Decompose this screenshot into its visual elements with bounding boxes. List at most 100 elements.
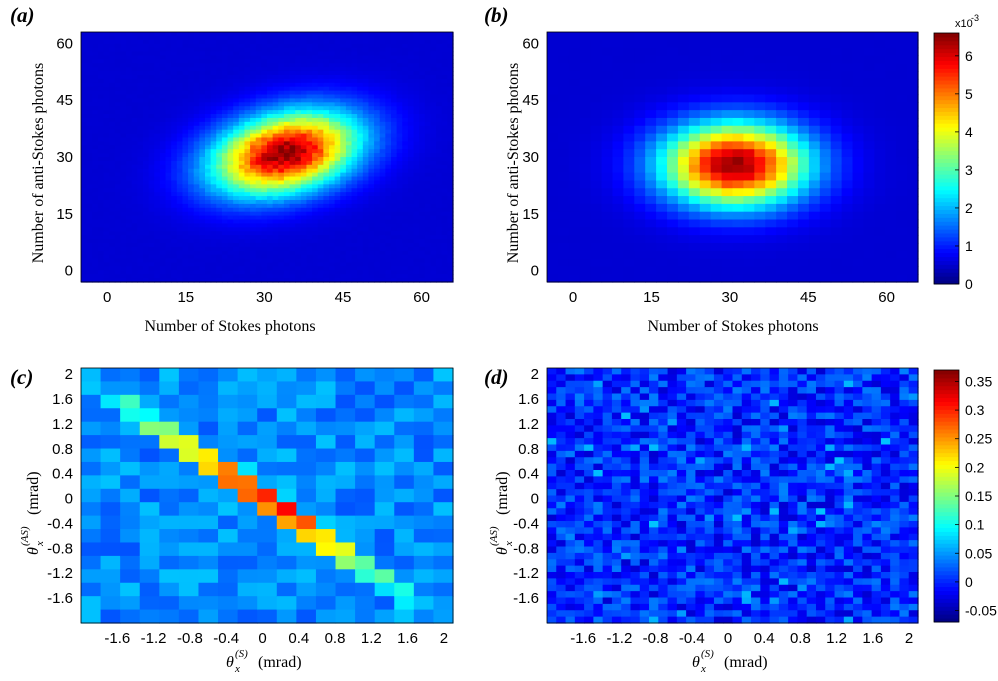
- heatmap-cell: [272, 102, 279, 107]
- heatmap-cell: [368, 90, 375, 96]
- heatmap-cell: [357, 90, 364, 96]
- heatmap-cell: [86, 125, 93, 131]
- heatmap-cell: [114, 278, 122, 283]
- heatmap-cell: [188, 188, 195, 193]
- heatmap-cell: [413, 172, 420, 178]
- heatmap-cell: [579, 55, 592, 64]
- heatmap-cell: [424, 160, 432, 166]
- heatmap-cell: [250, 239, 257, 244]
- heatmap-cell: [436, 153, 443, 158]
- heatmap-cell: [430, 129, 437, 135]
- heatmap-cell: [402, 227, 409, 232]
- heatmap-cell: [402, 274, 409, 279]
- heatmap-cell: [182, 262, 189, 267]
- heatmap-cell: [430, 184, 437, 189]
- heatmap-cell: [216, 250, 223, 256]
- heatmap-cell: [159, 47, 167, 53]
- heatmap-cell: [362, 199, 370, 205]
- heatmap-cell: [182, 215, 189, 221]
- heatmap-cell: [590, 235, 603, 244]
- heatmap-cell: [289, 215, 296, 221]
- heatmap-cell: [137, 55, 144, 60]
- heatmap-cell: [188, 215, 195, 221]
- heatmap-cell: [590, 250, 603, 260]
- heatmap-cell: [188, 67, 195, 72]
- heatmap-cell: [210, 274, 217, 279]
- heatmap-cell: [154, 188, 161, 193]
- heatmap-cell: [205, 278, 212, 283]
- heatmap-cell: [385, 235, 392, 240]
- heatmap-cell: [612, 219, 624, 228]
- heatmap-cell: [154, 63, 161, 68]
- heatmap-cell: [216, 71, 223, 76]
- heatmap-cell: [81, 117, 88, 123]
- heatmap-cell: [351, 242, 358, 248]
- heatmap-cell: [362, 215, 370, 221]
- heatmap-cell: [114, 59, 122, 64]
- heatmap-cell: [677, 188, 690, 197]
- heatmap-cell: [81, 160, 88, 166]
- heatmap-cell: [205, 203, 212, 209]
- heatmap-cell: [379, 164, 386, 170]
- heatmap-cell: [250, 86, 257, 92]
- heatmap-cell: [765, 78, 777, 88]
- heatmap-cell: [351, 266, 358, 271]
- heatmap-cell: [137, 239, 144, 244]
- heatmap-cell: [379, 121, 386, 127]
- heatmap-cell: [334, 274, 341, 279]
- heatmap-cell: [199, 102, 206, 107]
- heatmap-cell: [227, 153, 234, 158]
- heatmap-cell: [205, 110, 212, 115]
- heatmap-cell: [244, 223, 251, 228]
- heatmap-cell: [159, 235, 167, 240]
- heatmap-cell: [368, 78, 375, 84]
- heatmap-cell: [120, 35, 127, 41]
- heatmap-cell: [120, 106, 127, 111]
- heatmap-cell: [323, 43, 330, 49]
- heatmap-cell: [351, 164, 358, 170]
- heatmap-cell: [351, 67, 358, 72]
- heatmap-cell: [568, 149, 581, 158]
- heatmap-cell: [590, 63, 603, 72]
- heatmap-cell: [601, 102, 614, 111]
- heatmap-cell: [334, 71, 341, 76]
- heatmap-cell: [634, 164, 646, 174]
- heatmap-cell: [221, 250, 229, 256]
- heatmap-cell: [379, 114, 386, 119]
- heatmap-cell: [109, 196, 116, 201]
- heatmap-cell: [688, 266, 701, 275]
- heatmap-cell: [424, 117, 432, 123]
- heatmap-cell: [688, 55, 701, 64]
- heatmap-cell: [210, 47, 217, 53]
- heatmap-cell: [424, 125, 432, 131]
- heatmap-cell: [645, 117, 657, 127]
- heatmap-cell: [379, 67, 386, 72]
- heatmap-cell: [579, 157, 592, 166]
- heatmap-cell: [289, 43, 296, 49]
- heatmap-cell: [165, 278, 172, 283]
- heatmap-cell: [351, 35, 358, 41]
- heatmap-cell: [103, 110, 110, 115]
- heatmap-cell: [154, 59, 161, 64]
- heatmap-cell: [317, 176, 324, 182]
- heatmap-cell: [227, 121, 234, 127]
- heatmap-cell: [402, 188, 409, 193]
- heatmap-cell: [656, 102, 668, 111]
- heatmap-cell: [391, 207, 398, 213]
- heatmap-cell: [250, 235, 257, 240]
- heatmap-cell: [430, 117, 437, 123]
- heatmap-cell: [787, 141, 799, 150]
- heatmap-cell: [148, 246, 155, 252]
- heatmap-cell: [688, 203, 701, 213]
- heatmap-cell: [86, 39, 93, 45]
- heatmap-cell: [227, 98, 234, 103]
- heatmap-cell: [227, 176, 234, 182]
- heatmap-cell: [776, 164, 788, 174]
- heatmap-cell: [447, 215, 454, 221]
- heatmap-cell: [86, 278, 93, 283]
- heatmap-cell: [447, 184, 454, 189]
- heatmap-cell: [126, 145, 133, 150]
- heatmap-cell: [221, 278, 229, 283]
- heatmap-cell: [188, 43, 195, 49]
- heatmap-cell: [227, 110, 234, 115]
